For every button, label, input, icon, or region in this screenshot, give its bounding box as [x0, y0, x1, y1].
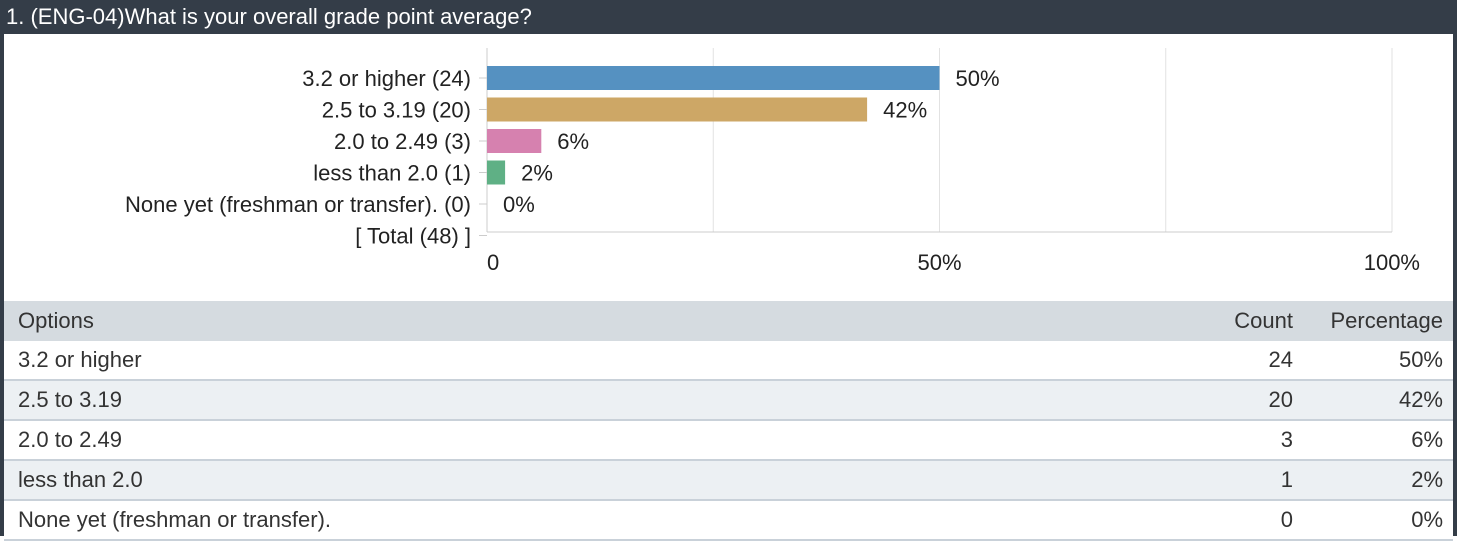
table-row: 2.5 to 3.19 20 42% [4, 381, 1453, 421]
percentage-cell: 42% [1398, 387, 1443, 412]
data-label: 2% [521, 161, 553, 186]
header-count: Count [1234, 308, 1293, 333]
category-label: less than 2.0 (1) [313, 161, 471, 186]
header-percentage: Percentage [1330, 308, 1443, 333]
category-label: 2.0 to 2.49 (3) [334, 129, 471, 154]
percentage-cell: 0% [1411, 507, 1443, 532]
table-row: 3.2 or higher 24 50% [4, 341, 1453, 381]
chart-svg: 3.2 or higher (24) 50% 2.5 to 3.19 (20) 42%… [125, 48, 1420, 275]
option-cell: 2.0 to 2.49 [18, 427, 122, 452]
percentage-cell: 2% [1411, 467, 1443, 492]
results-table: Options Count Percentage 3.2 or higher 2… [4, 301, 1453, 541]
count-cell: 1 [1280, 467, 1293, 492]
category-label: 2.5 to 3.19 (20) [322, 98, 471, 123]
count-cell: 3 [1280, 427, 1293, 452]
data-label: 42% [883, 98, 927, 123]
category-label: None yet (freshman or transfer). (0) [125, 192, 471, 217]
data-label: 6% [557, 129, 589, 154]
percentage-cell: 50% [1398, 347, 1443, 372]
count-cell: 20 [1268, 387, 1293, 412]
count-cell: 0 [1280, 507, 1293, 532]
table-row: less than 2.0 1 2% [4, 461, 1453, 501]
count-cell: 24 [1268, 347, 1293, 372]
category-label: 3.2 or higher (24) [302, 66, 471, 91]
percentage-cell: 6% [1411, 427, 1443, 452]
x-tick-label: 0 [487, 250, 499, 275]
table-header-row: Options Count Percentage [4, 301, 1453, 341]
bar [487, 66, 940, 90]
x-tick-label: 50% [917, 250, 961, 275]
data-label: 0% [503, 192, 535, 217]
option-cell: 2.5 to 3.19 [18, 387, 122, 412]
option-cell: less than 2.0 [18, 467, 143, 492]
option-cell: 3.2 or higher [18, 347, 142, 372]
table-row: None yet (freshman or transfer). 0 0% [4, 501, 1453, 541]
bar [487, 160, 506, 185]
bar-chart: 3.2 or higher (24) 50% 2.5 to 3.19 (20) 42%… [4, 34, 1453, 300]
header-options: Options [18, 308, 94, 333]
table-row: 2.0 to 2.49 3 6% [4, 421, 1453, 461]
bar [487, 97, 868, 122]
x-tick-label: 100% [1364, 250, 1420, 275]
category-label: [ Total (48) ] [355, 224, 471, 249]
question-title: 1. (ENG-04)What is your overall grade po… [4, 0, 1453, 34]
data-label: 50% [956, 66, 1000, 91]
bar [487, 129, 542, 153]
option-cell: None yet (freshman or transfer). [18, 507, 332, 532]
